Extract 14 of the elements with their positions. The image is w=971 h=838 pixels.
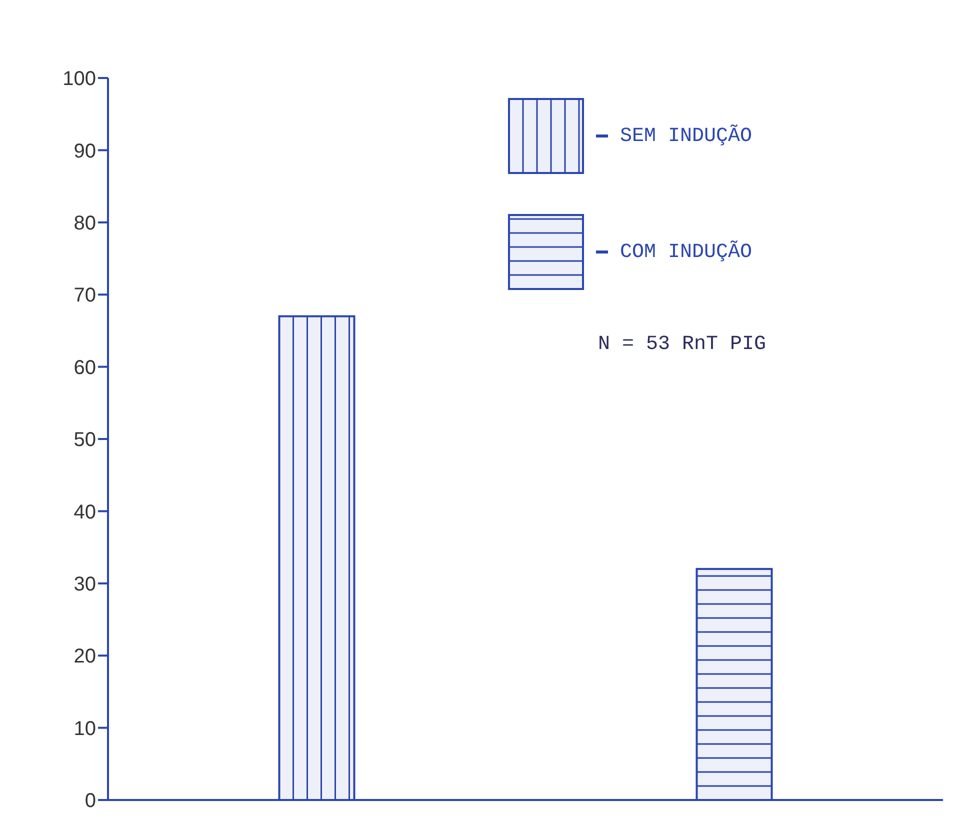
y-tick-label: 40 xyxy=(74,501,96,524)
y-tick-label: 90 xyxy=(74,140,96,162)
y-tick-label: 50 xyxy=(74,429,96,452)
y-tick-label: 70 xyxy=(74,284,96,307)
y-tick-label: 30 xyxy=(74,574,96,596)
y-tick-label: 0 xyxy=(84,790,96,812)
y-tick-label: 60 xyxy=(74,356,96,379)
legend-label: SEM INDUÇÃO xyxy=(620,124,752,148)
y-tick-label: 80 xyxy=(74,212,96,234)
y-tick-label: 20 xyxy=(74,646,96,668)
y-tick-label: 100 xyxy=(62,68,96,90)
annotation: N = 53 RnT PIG xyxy=(598,333,766,356)
y-tick-label: 10 xyxy=(74,718,96,740)
legend-label: COM INDUÇÃO xyxy=(620,240,752,264)
